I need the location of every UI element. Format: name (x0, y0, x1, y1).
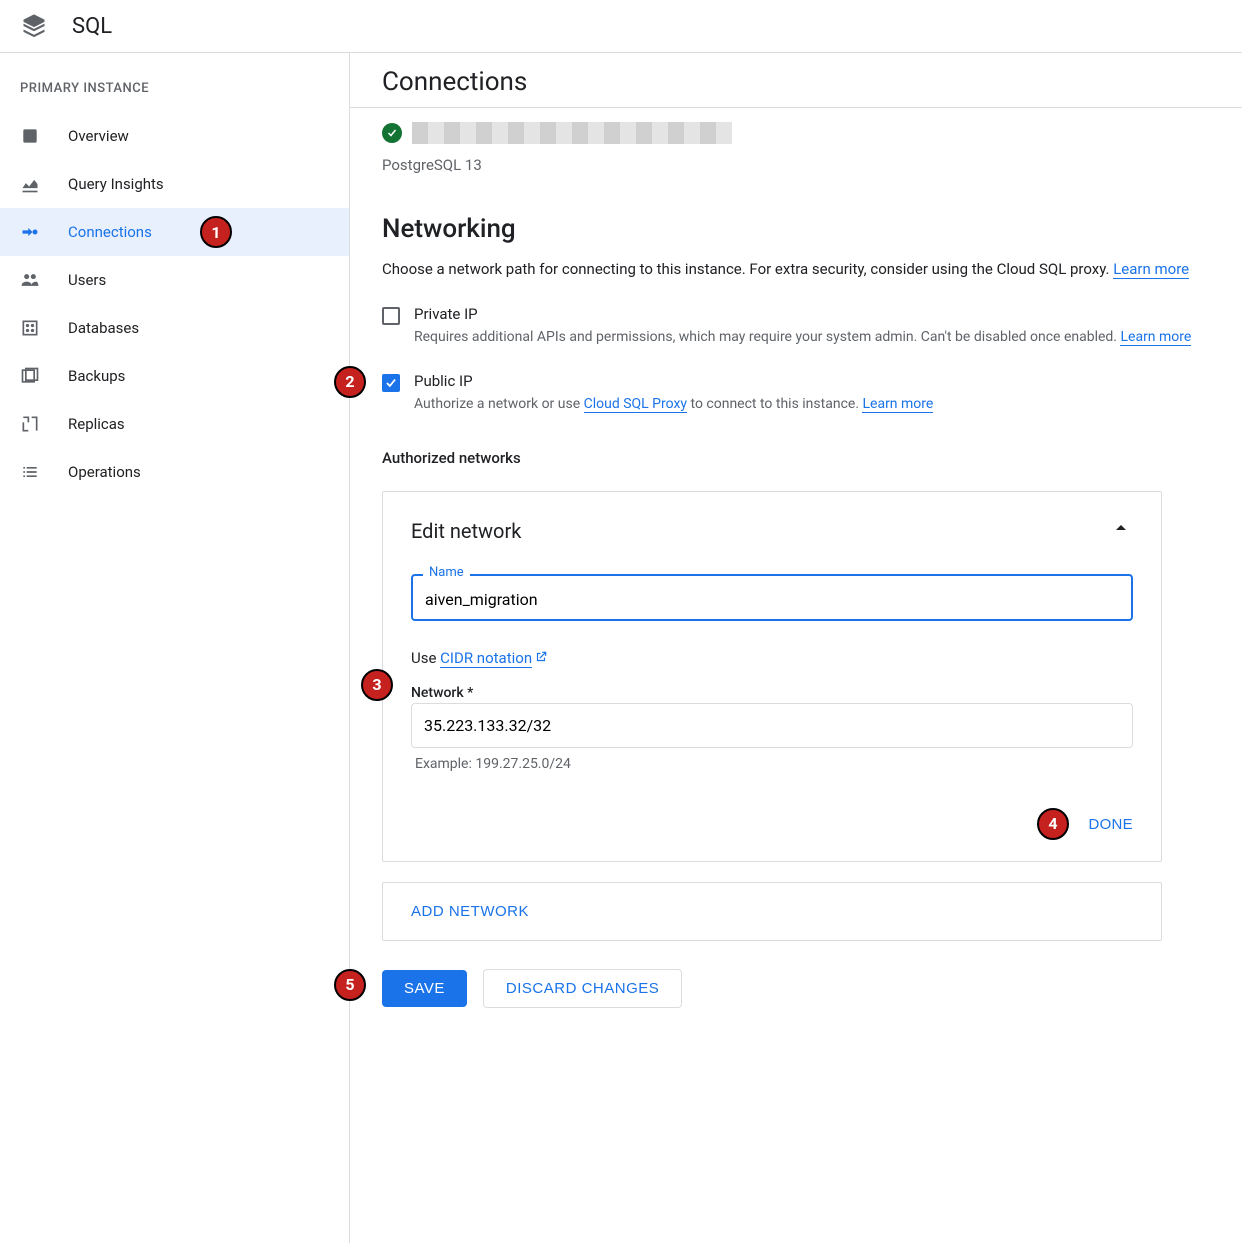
authorized-networks-heading: Authorized networks (382, 449, 1242, 467)
callout-2: 2 (334, 366, 366, 398)
sidebar-item-label: Operations (68, 463, 141, 481)
cloud-sql-proxy-link[interactable]: Cloud SQL Proxy (584, 396, 687, 413)
instance-status-row (382, 122, 1242, 144)
network-field-wrap: Network * Example: 199.27.25.0/24 (411, 685, 1133, 772)
private-ip-checkbox[interactable] (382, 307, 400, 325)
sidebar-item-label: Backups (68, 367, 125, 385)
network-hint: Example: 199.27.25.0/24 (411, 756, 1133, 772)
networking-description: Choose a network path for connecting to … (382, 258, 1202, 281)
instance-name-redacted (412, 122, 732, 144)
cidr-hint: 3 Use CIDR notation (411, 649, 1133, 667)
status-ok-icon (382, 123, 402, 143)
sidebar-item-replicas[interactable]: Replicas (0, 400, 349, 448)
top-bar: SQL (0, 0, 1242, 53)
sidebar-item-users[interactable]: Users (0, 256, 349, 304)
sidebar-item-label: Overview (68, 127, 129, 145)
discard-button[interactable]: DISCARD CHANGES (483, 969, 682, 1008)
sidebar: PRIMARY INSTANCE Overview Query Insights… (0, 53, 350, 1243)
learn-more-link[interactable]: Learn more (1113, 260, 1189, 279)
name-field-wrap: Name (411, 574, 1133, 621)
public-ip-checkbox[interactable] (382, 374, 400, 392)
public-ip-description: Authorize a network or use Cloud SQL Pro… (414, 394, 933, 415)
sidebar-item-label: Replicas (68, 415, 125, 433)
edit-network-card: Edit network Name 3 Use CIDR notation Ne… (382, 491, 1162, 862)
public-ip-learn-more[interactable]: Learn more (862, 396, 933, 413)
replicas-icon (20, 414, 40, 434)
add-network-button[interactable]: ADD NETWORK (411, 903, 529, 920)
callout-1: 1 (200, 216, 232, 248)
name-input[interactable] (425, 590, 1119, 609)
edit-network-title: Edit network (411, 519, 521, 543)
public-ip-row: 2 Public IP Authorize a network or use C… (382, 372, 1242, 415)
callout-4: 4 (1037, 808, 1069, 840)
sidebar-item-databases[interactable]: Databases (0, 304, 349, 352)
sidebar-item-operations[interactable]: Operations (0, 448, 349, 496)
main-content: Connections PostgreSQL 13 Networking Cho… (350, 53, 1242, 1243)
sidebar-item-backups[interactable]: Backups (0, 352, 349, 400)
sidebar-item-connections[interactable]: Connections 1 (0, 208, 349, 256)
external-link-icon (534, 650, 548, 664)
save-button[interactable]: SAVE (382, 970, 467, 1007)
operations-icon (20, 462, 40, 482)
action-row: 5 SAVE DISCARD CHANGES (382, 969, 1242, 1008)
sidebar-item-label: Users (68, 271, 106, 289)
networking-heading: Networking (382, 214, 1242, 244)
public-ip-label: Public IP (414, 372, 933, 390)
db-version: PostgreSQL 13 (382, 156, 1242, 174)
collapse-icon[interactable] (1109, 516, 1133, 546)
insights-icon (20, 174, 40, 194)
sidebar-item-overview[interactable]: Overview (0, 112, 349, 160)
product-title: SQL (72, 14, 112, 39)
databases-icon (20, 318, 40, 338)
callout-5: 5 (334, 969, 366, 1001)
network-input[interactable] (411, 703, 1133, 748)
done-button[interactable]: DONE (1088, 816, 1133, 833)
overview-icon (20, 126, 40, 146)
users-icon (20, 270, 40, 290)
networking-desc-text: Choose a network path for connecting to … (382, 260, 1113, 278)
divider (350, 107, 1242, 108)
private-ip-description: Requires additional APIs and permissions… (414, 327, 1191, 348)
sidebar-item-label: Databases (68, 319, 139, 337)
private-ip-learn-more[interactable]: Learn more (1120, 329, 1191, 346)
private-ip-row: Private IP Requires additional APIs and … (382, 305, 1242, 348)
sidebar-item-label: Connections (68, 223, 152, 241)
private-ip-label: Private IP (414, 305, 1191, 323)
callout-3: 3 (361, 669, 393, 701)
name-field-label: Name (423, 565, 470, 580)
network-field-label: Network * (411, 685, 1133, 701)
sidebar-item-query-insights[interactable]: Query Insights (0, 160, 349, 208)
connections-icon (20, 222, 40, 242)
sidebar-heading: PRIMARY INSTANCE (0, 73, 349, 112)
sidebar-item-label: Query Insights (68, 175, 164, 193)
cidr-notation-link[interactable]: CIDR notation (440, 649, 532, 668)
sql-product-icon (20, 12, 48, 40)
add-network-card: ADD NETWORK (382, 882, 1162, 941)
page-title: Connections (382, 53, 1242, 107)
backups-icon (20, 366, 40, 386)
